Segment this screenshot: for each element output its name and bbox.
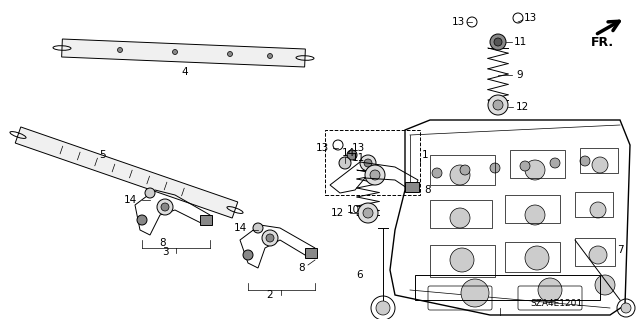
Circle shape (376, 301, 390, 315)
Circle shape (227, 51, 232, 56)
Bar (200, 215, 212, 225)
Bar (430, 245, 495, 277)
Text: 8: 8 (299, 263, 305, 273)
Circle shape (525, 160, 545, 180)
Circle shape (161, 203, 169, 211)
Circle shape (538, 278, 562, 302)
Circle shape (461, 279, 489, 307)
Text: 8: 8 (160, 238, 166, 248)
Bar (405, 182, 419, 192)
Text: 14: 14 (341, 148, 355, 158)
Bar (505, 195, 560, 223)
Circle shape (494, 38, 502, 46)
Circle shape (493, 100, 503, 110)
Circle shape (589, 246, 607, 264)
Circle shape (370, 170, 380, 180)
Bar (580, 148, 618, 173)
Circle shape (118, 48, 122, 53)
Circle shape (595, 275, 615, 295)
Circle shape (450, 165, 470, 185)
Bar (430, 200, 492, 228)
Circle shape (432, 168, 442, 178)
Text: 7: 7 (617, 245, 623, 255)
Circle shape (364, 159, 372, 167)
Circle shape (262, 230, 278, 246)
Circle shape (621, 303, 631, 313)
Text: SZA4E1201: SZA4E1201 (530, 299, 582, 308)
Text: 3: 3 (162, 247, 168, 257)
Circle shape (525, 205, 545, 225)
Circle shape (550, 158, 560, 168)
Circle shape (490, 34, 506, 50)
Text: 11: 11 (513, 37, 527, 47)
Circle shape (253, 223, 263, 233)
Circle shape (173, 49, 177, 55)
Bar (430, 155, 495, 185)
Bar (305, 248, 317, 258)
Text: 14: 14 (234, 223, 246, 233)
Text: 4: 4 (182, 67, 188, 77)
Text: 12: 12 (515, 102, 529, 112)
Text: 6: 6 (356, 270, 364, 280)
Text: 9: 9 (516, 70, 524, 80)
Circle shape (520, 161, 530, 171)
Text: 10: 10 (346, 205, 360, 215)
Text: 13: 13 (524, 13, 536, 23)
Text: FR.: FR. (591, 35, 614, 48)
Text: 12: 12 (330, 208, 344, 218)
Circle shape (347, 150, 357, 160)
Bar (510, 150, 565, 178)
Circle shape (450, 248, 474, 272)
Circle shape (488, 95, 508, 115)
Circle shape (268, 54, 273, 58)
Circle shape (358, 203, 378, 223)
Circle shape (460, 165, 470, 175)
Text: 2: 2 (267, 290, 273, 300)
Bar (505, 242, 560, 272)
Circle shape (137, 215, 147, 225)
Bar (575, 192, 613, 217)
Circle shape (363, 208, 373, 218)
Circle shape (243, 250, 253, 260)
Circle shape (525, 246, 549, 270)
Text: 13: 13 (451, 17, 465, 27)
Text: 11: 11 (351, 153, 365, 163)
Bar (575, 238, 615, 266)
Circle shape (339, 157, 351, 169)
Circle shape (450, 208, 470, 228)
Text: 14: 14 (124, 195, 136, 205)
Circle shape (580, 156, 590, 166)
Circle shape (145, 188, 155, 198)
Text: 13: 13 (351, 143, 365, 153)
Circle shape (360, 155, 376, 171)
Text: 13: 13 (316, 143, 328, 153)
Circle shape (365, 165, 385, 185)
Text: 5: 5 (99, 150, 106, 160)
Text: 8: 8 (425, 185, 431, 195)
Polygon shape (61, 39, 305, 67)
Polygon shape (15, 127, 238, 218)
Circle shape (266, 234, 274, 242)
Circle shape (592, 157, 608, 173)
Circle shape (490, 163, 500, 173)
Circle shape (590, 202, 606, 218)
Text: 1: 1 (422, 150, 428, 160)
Circle shape (157, 199, 173, 215)
Bar (415, 275, 600, 300)
